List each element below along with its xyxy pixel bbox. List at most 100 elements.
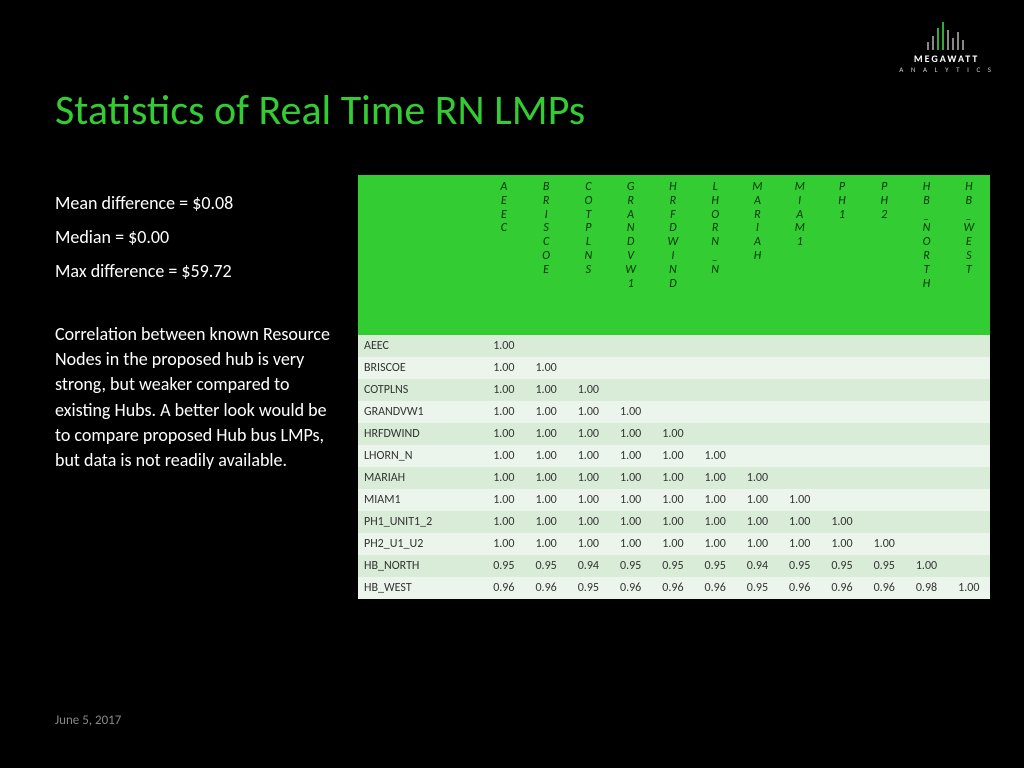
slide-title: Statistics of Real Time RN LMPs <box>55 85 585 136</box>
table-cell: 1.00 <box>610 533 652 555</box>
table-cell: 1.00 <box>610 445 652 467</box>
table-cell <box>821 401 863 423</box>
col-header: BRISCOE <box>525 175 567 335</box>
brand-logo: MEGAWATT A N A L Y T I C S <box>899 20 994 74</box>
table-cell <box>863 379 905 401</box>
row-label: MIAM1 <box>358 489 483 511</box>
table-cell: 0.95 <box>567 577 609 599</box>
col-header: MIAM1 <box>779 175 821 335</box>
table-cell <box>948 467 990 489</box>
table-cell <box>905 357 947 379</box>
table-row: HB_WEST0.960.960.950.960.960.960.950.960… <box>358 577 990 599</box>
table-cell: 0.98 <box>905 577 947 599</box>
row-label: HB_NORTH <box>358 555 483 577</box>
table-cell <box>905 511 947 533</box>
table-row: AEEC1.00 <box>358 335 990 357</box>
table-cell <box>779 445 821 467</box>
table-cell <box>821 379 863 401</box>
table-cell: 1.00 <box>567 401 609 423</box>
table-cell: 1.00 <box>525 489 567 511</box>
table-cell <box>694 335 736 357</box>
table-cell: 1.00 <box>821 511 863 533</box>
row-label: LHORN_N <box>358 445 483 467</box>
table-cell: 0.95 <box>694 555 736 577</box>
description-text: Correlation between known Resource Nodes… <box>55 322 335 473</box>
table-cell: 1.00 <box>525 357 567 379</box>
table-cell: 1.00 <box>483 423 525 445</box>
table-cell: 1.00 <box>567 489 609 511</box>
row-label: AEEC <box>358 335 483 357</box>
table-cell <box>567 335 609 357</box>
table-cell <box>863 489 905 511</box>
table-cell <box>567 357 609 379</box>
table-cell: 0.96 <box>483 577 525 599</box>
table-cell: 0.95 <box>779 555 821 577</box>
col-header: HRFDWIND <box>652 175 694 335</box>
col-header: HB_WEST <box>948 175 990 335</box>
table-cell <box>779 335 821 357</box>
table-row: HRFDWIND1.001.001.001.001.00 <box>358 423 990 445</box>
table-cell: 1.00 <box>525 423 567 445</box>
table-cell: 1.00 <box>567 445 609 467</box>
table-cell <box>863 357 905 379</box>
table-cell <box>736 445 778 467</box>
table-cell <box>863 335 905 357</box>
table-cell: 1.00 <box>652 489 694 511</box>
row-label: HRFDWIND <box>358 423 483 445</box>
stat-median: Median = $0.00 <box>55 226 335 248</box>
table-cell <box>905 335 947 357</box>
table-cell: 1.00 <box>736 467 778 489</box>
table-cell <box>652 335 694 357</box>
table-cell <box>779 379 821 401</box>
table-cell: 0.96 <box>694 577 736 599</box>
table-cell <box>948 423 990 445</box>
row-label: PH2_U1_U2 <box>358 533 483 555</box>
table-cell: 0.96 <box>610 577 652 599</box>
table-cell: 1.00 <box>694 533 736 555</box>
correlation-table: AEECBRISCOECOTPLNSGRANDVW1HRFDWINDLHORN_… <box>358 175 990 599</box>
table-cell <box>694 423 736 445</box>
table-cell <box>821 489 863 511</box>
table-cell <box>863 445 905 467</box>
table-cell: 1.00 <box>863 533 905 555</box>
table-cell <box>694 401 736 423</box>
stat-mean: Mean difference = $0.08 <box>55 192 335 214</box>
table-cell: 1.00 <box>567 467 609 489</box>
table-cell: 1.00 <box>483 467 525 489</box>
table-cell: 1.00 <box>652 511 694 533</box>
table-cell <box>779 401 821 423</box>
table-cell <box>736 379 778 401</box>
table-cell: 1.00 <box>821 533 863 555</box>
table-cell: 1.00 <box>483 445 525 467</box>
table-cell <box>736 423 778 445</box>
table-cell <box>863 423 905 445</box>
table-cell <box>610 379 652 401</box>
table-cell <box>905 445 947 467</box>
table-cell <box>736 335 778 357</box>
table-cell: 1.00 <box>694 467 736 489</box>
col-header: LHORN_N <box>694 175 736 335</box>
table-cell: 1.00 <box>525 511 567 533</box>
table-cell: 1.00 <box>525 445 567 467</box>
table-cell: 1.00 <box>694 445 736 467</box>
table-cell <box>948 379 990 401</box>
col-header: AEEC <box>483 175 525 335</box>
table-cell: 0.94 <box>736 555 778 577</box>
table-cell: 1.00 <box>567 533 609 555</box>
table-cell: 1.00 <box>483 357 525 379</box>
table-cell <box>736 357 778 379</box>
table-cell <box>948 511 990 533</box>
table-cell <box>948 335 990 357</box>
logo-subtitle: A N A L Y T I C S <box>899 65 994 74</box>
table-cell <box>948 401 990 423</box>
table-cell <box>905 467 947 489</box>
table-cell: 1.00 <box>779 533 821 555</box>
table-cell: 1.00 <box>483 533 525 555</box>
table-cell: 1.00 <box>652 445 694 467</box>
table-cell <box>821 335 863 357</box>
table-cell: 0.95 <box>821 555 863 577</box>
table-cell <box>905 379 947 401</box>
table-cell: 0.96 <box>863 577 905 599</box>
col-header: PH2 <box>863 175 905 335</box>
logo-name: MEGAWATT <box>899 52 994 65</box>
